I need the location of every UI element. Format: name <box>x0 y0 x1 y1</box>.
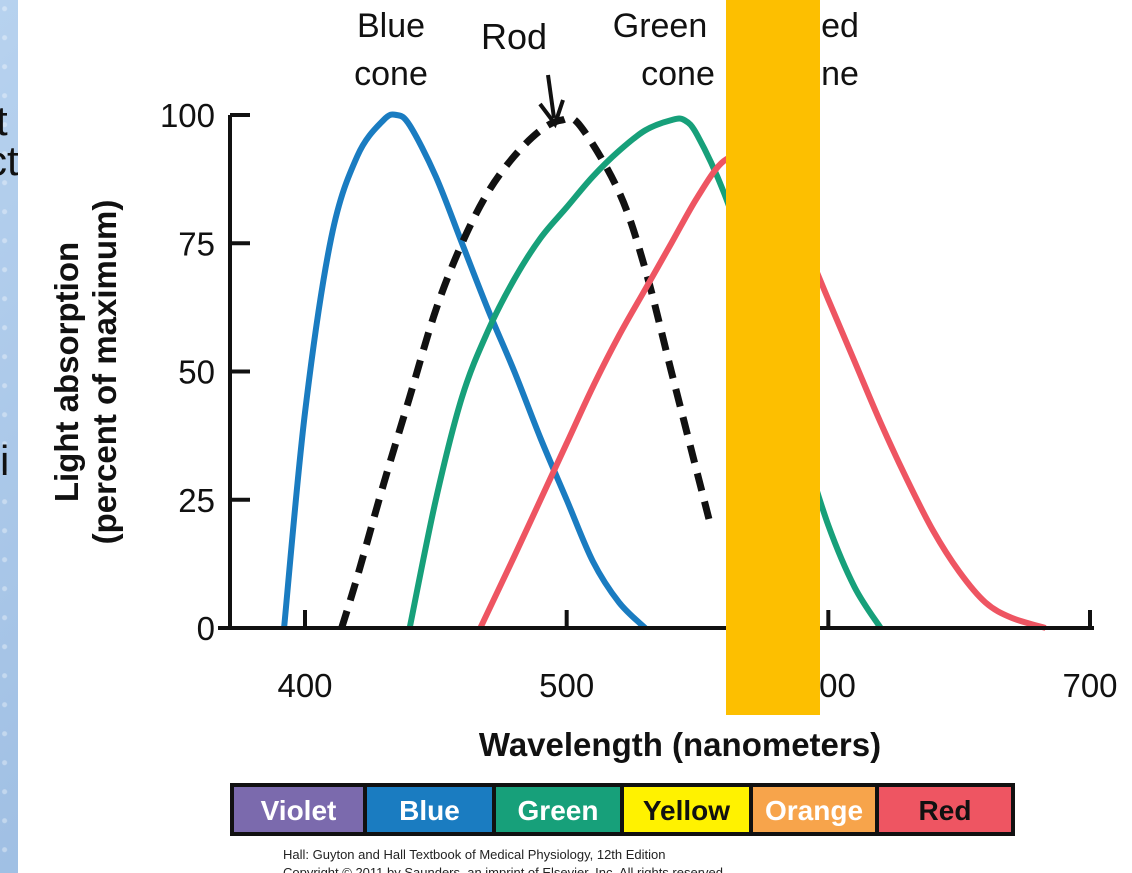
rod-curve <box>338 114 714 630</box>
y-tick-label: 50 <box>178 354 215 391</box>
color-band-label-blue: Blue <box>399 795 460 826</box>
y-tick-label: 75 <box>178 225 215 262</box>
slide-text-fragment-2: ct <box>0 137 19 184</box>
credit-line-2: Copyright © 2011 by Saunders, an imprint… <box>283 865 727 873</box>
x-axis-title: Wavelength (nanometers) <box>479 726 881 763</box>
y-tick-label: 25 <box>178 482 215 519</box>
color-band-orange <box>753 787 875 832</box>
red-cone-label-line2: ne <box>821 55 859 93</box>
color-band-violet <box>234 787 363 832</box>
rod-arrow-head <box>538 99 565 129</box>
color-band-label-red: Red <box>919 795 972 826</box>
blue-cone-label-line2: cone <box>354 55 428 93</box>
slide-text-fragment-3: i <box>0 437 10 484</box>
credit-line-1: Hall: Guyton and Hall Textbook of Medica… <box>283 847 666 862</box>
color-band-yellow <box>624 787 749 832</box>
x-tick-label: 700 <box>1062 667 1117 704</box>
blue-cone-curve <box>281 111 648 631</box>
x-tick-label: 400 <box>277 667 332 704</box>
color-band-label-violet: Violet <box>261 795 337 826</box>
x-tick-label: 500 <box>539 667 594 704</box>
y-tick-label: 100 <box>160 97 215 134</box>
rod-arrow <box>546 74 556 119</box>
green-cone-label-line1: Green <box>613 7 708 45</box>
rod-label: Rod <box>481 16 547 57</box>
y-axis-title-line1: Light absorption <box>48 242 85 502</box>
occluding-rectangle <box>726 0 820 715</box>
color-band-red <box>879 787 1011 832</box>
figure-panel: 0 25 50 75 100 400 500 600 700 Wavelength (nanom… <box>18 0 1132 873</box>
color-band-green <box>496 787 620 832</box>
color-band-label-orange: Orange <box>765 795 863 826</box>
slide-text-fragment-1: t <box>0 97 8 144</box>
color-band-blue <box>367 787 492 832</box>
y-tick-label: 0 <box>197 610 215 647</box>
red-cone-label-line1: ed <box>821 7 859 45</box>
y-axis-title-line2: (percent of maximum) <box>86 200 123 545</box>
color-band-label-green: Green <box>518 795 599 826</box>
blue-cone-label-line1: Blue <box>357 7 425 45</box>
color-band-label-yellow: Yellow <box>643 795 730 826</box>
green-cone-label-line2: cone <box>641 55 715 93</box>
